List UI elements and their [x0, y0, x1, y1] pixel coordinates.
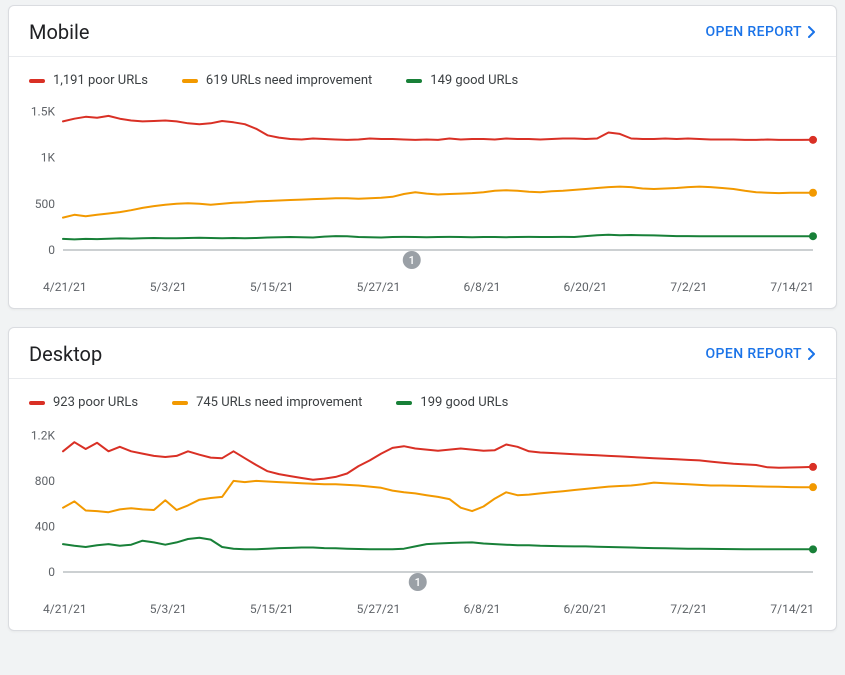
open-report-link[interactable]: OPEN REPORT — [706, 24, 816, 40]
legend-item-good: 149 good URLs — [406, 73, 518, 88]
mobile-card: Mobile OPEN REPORT 1,191 poor URLs 619 U… — [8, 5, 837, 309]
legend-swatch-needs — [172, 401, 188, 405]
open-report-label: OPEN REPORT — [706, 24, 802, 40]
legend-label-poor: 923 poor URLs — [53, 395, 138, 410]
legend-swatch-needs — [182, 79, 198, 83]
svg-text:1: 1 — [409, 254, 415, 267]
series-poor — [63, 116, 813, 140]
x-tick-label: 6/8/21 — [463, 280, 500, 294]
desktop-x-ticks: 4/21/21 5/3/21 5/15/21 5/27/21 6/8/21 6/20/21… — [9, 596, 836, 630]
series-needs — [63, 187, 813, 218]
x-tick-label: 5/3/21 — [150, 280, 187, 294]
chart-svg: 0 500 1K 1.5K 1 — [29, 96, 819, 270]
legend-label-poor: 1,191 poor URLs — [53, 73, 148, 88]
card-title: Desktop — [29, 342, 102, 366]
y-tick-label: 400 — [35, 519, 55, 533]
card-header: Desktop OPEN REPORT — [9, 328, 836, 378]
series-end-dot-needs — [809, 483, 817, 491]
legend-item-poor: 1,191 poor URLs — [29, 73, 148, 88]
x-tick-label: 5/15/21 — [250, 602, 294, 616]
x-tick-label: 7/14/21 — [770, 602, 814, 616]
x-tick-label: 7/2/21 — [670, 602, 707, 616]
chart-legend: 923 poor URLs 745 URLs need improvement … — [9, 379, 836, 418]
series-end-dot-poor — [809, 463, 817, 471]
chart-legend: 1,191 poor URLs 619 URLs need improvemen… — [9, 57, 836, 96]
y-tick-label: 0 — [48, 243, 55, 257]
y-tick-label: 1K — [41, 151, 56, 165]
x-tick-label: 4/21/21 — [43, 602, 87, 616]
chart-svg: 0 400 800 1.2K 1 — [29, 418, 819, 592]
card-title: Mobile — [29, 20, 89, 44]
x-tick-label: 7/2/21 — [670, 280, 707, 294]
desktop-chart: 0 400 800 1.2K 1 — [9, 418, 836, 596]
x-tick-label: 5/15/21 — [250, 280, 294, 294]
series-good — [63, 235, 813, 240]
legend-item-poor: 923 poor URLs — [29, 395, 138, 410]
legend-label-needs: 745 URLs need improvement — [196, 395, 362, 410]
y-tick-label: 1.5K — [31, 104, 56, 118]
legend-swatch-good — [406, 79, 422, 83]
legend-swatch-poor — [29, 79, 45, 83]
page-root: Mobile OPEN REPORT 1,191 poor URLs 619 U… — [0, 0, 845, 654]
legend-swatch-poor — [29, 401, 45, 405]
series-good — [63, 538, 813, 550]
mobile-chart: 0 500 1K 1.5K 1 — [9, 96, 836, 274]
x-tick-label: 5/3/21 — [150, 602, 187, 616]
y-tick-label: 1.2K — [31, 428, 56, 442]
y-tick-label: 0 — [48, 565, 55, 579]
open-report-label: OPEN REPORT — [706, 346, 802, 362]
x-tick-label: 7/14/21 — [770, 280, 814, 294]
svg-text:1: 1 — [415, 576, 421, 589]
series-end-dot-needs — [809, 189, 817, 197]
open-report-link[interactable]: OPEN REPORT — [706, 346, 816, 362]
mobile-x-ticks: 4/21/21 5/3/21 5/15/21 5/27/21 6/8/21 6/20/21… — [9, 274, 836, 308]
legend-label-good: 149 good URLs — [430, 73, 518, 88]
annotation-marker[interactable]: 1 — [409, 573, 427, 591]
series-end-dot-poor — [809, 136, 817, 144]
card-header: Mobile OPEN REPORT — [9, 6, 836, 56]
desktop-card: Desktop OPEN REPORT 923 poor URLs 745 UR… — [8, 327, 837, 631]
annotation-marker[interactable]: 1 — [403, 251, 421, 269]
y-tick-label: 800 — [35, 474, 55, 488]
legend-item-needs: 619 URLs need improvement — [182, 73, 372, 88]
series-end-dot-good — [809, 232, 817, 240]
x-tick-label: 6/20/21 — [564, 602, 608, 616]
series-needs — [63, 481, 813, 512]
series-poor — [63, 442, 813, 480]
chevron-right-icon — [808, 26, 816, 38]
legend-label-good: 199 good URLs — [420, 395, 508, 410]
x-tick-label: 6/8/21 — [463, 602, 500, 616]
legend-item-needs: 745 URLs need improvement — [172, 395, 362, 410]
x-tick-label: 6/20/21 — [564, 280, 608, 294]
x-tick-label: 5/27/21 — [357, 280, 401, 294]
legend-label-needs: 619 URLs need improvement — [206, 73, 372, 88]
legend-item-good: 199 good URLs — [396, 395, 508, 410]
chevron-right-icon — [808, 348, 816, 360]
legend-swatch-good — [396, 401, 412, 405]
y-tick-label: 500 — [35, 197, 55, 211]
series-end-dot-good — [809, 545, 817, 553]
x-tick-label: 5/27/21 — [357, 602, 401, 616]
x-tick-label: 4/21/21 — [43, 280, 87, 294]
